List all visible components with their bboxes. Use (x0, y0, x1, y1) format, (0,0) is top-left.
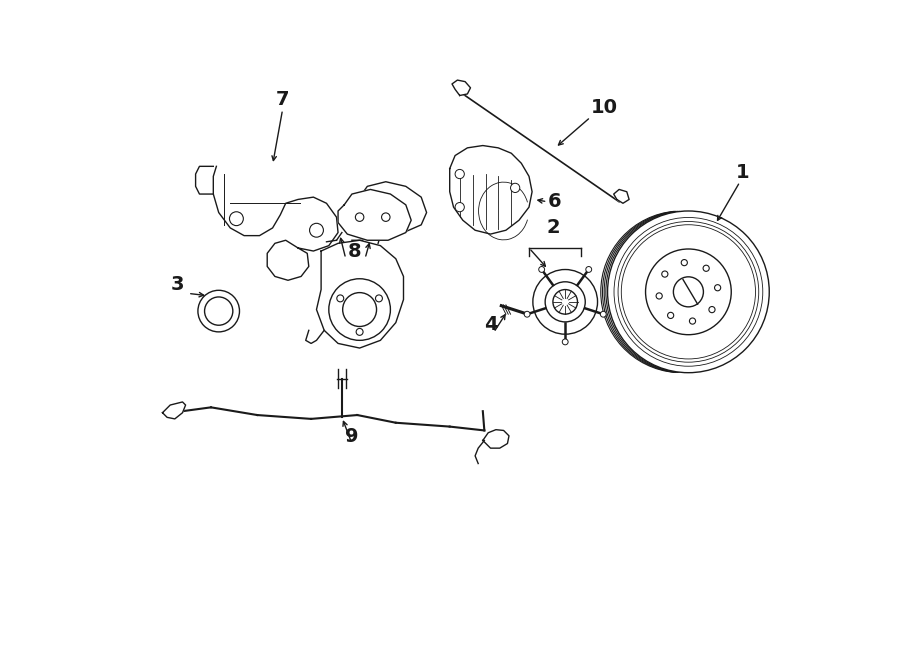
Circle shape (662, 271, 668, 277)
Circle shape (553, 290, 578, 314)
Text: 4: 4 (483, 315, 498, 334)
Circle shape (545, 282, 585, 322)
Circle shape (328, 279, 391, 340)
Polygon shape (338, 190, 411, 240)
Text: 2: 2 (547, 218, 561, 237)
Text: 8: 8 (348, 242, 362, 261)
Circle shape (356, 329, 363, 335)
Circle shape (539, 266, 544, 272)
Text: 9: 9 (346, 427, 359, 446)
Circle shape (600, 311, 607, 317)
Polygon shape (317, 240, 403, 348)
Circle shape (681, 260, 688, 266)
Circle shape (510, 183, 520, 192)
Circle shape (343, 293, 376, 327)
Text: 7: 7 (276, 91, 290, 109)
Circle shape (204, 297, 233, 325)
Circle shape (703, 265, 709, 272)
Circle shape (689, 318, 696, 324)
Circle shape (645, 249, 732, 334)
Circle shape (337, 295, 344, 302)
Circle shape (375, 295, 382, 302)
Polygon shape (354, 182, 427, 233)
Polygon shape (213, 167, 338, 280)
Polygon shape (482, 430, 509, 448)
Circle shape (382, 213, 390, 221)
Circle shape (562, 339, 568, 345)
Text: 5: 5 (368, 198, 382, 217)
Text: 3: 3 (171, 275, 184, 294)
Polygon shape (614, 190, 629, 204)
Polygon shape (450, 145, 532, 234)
Text: 6: 6 (547, 192, 561, 212)
Circle shape (709, 307, 715, 313)
Polygon shape (163, 402, 185, 419)
Circle shape (673, 277, 704, 307)
Circle shape (533, 270, 598, 334)
Circle shape (356, 213, 364, 221)
Circle shape (230, 212, 243, 225)
Circle shape (455, 169, 464, 178)
Circle shape (310, 223, 323, 237)
Text: 1: 1 (735, 163, 749, 182)
Text: 10: 10 (590, 98, 617, 117)
Circle shape (198, 290, 239, 332)
Circle shape (656, 293, 662, 299)
Circle shape (455, 202, 464, 212)
Polygon shape (452, 80, 471, 95)
Circle shape (715, 285, 721, 291)
Circle shape (524, 311, 530, 317)
Circle shape (608, 211, 770, 373)
Circle shape (668, 313, 674, 319)
Circle shape (586, 266, 591, 272)
